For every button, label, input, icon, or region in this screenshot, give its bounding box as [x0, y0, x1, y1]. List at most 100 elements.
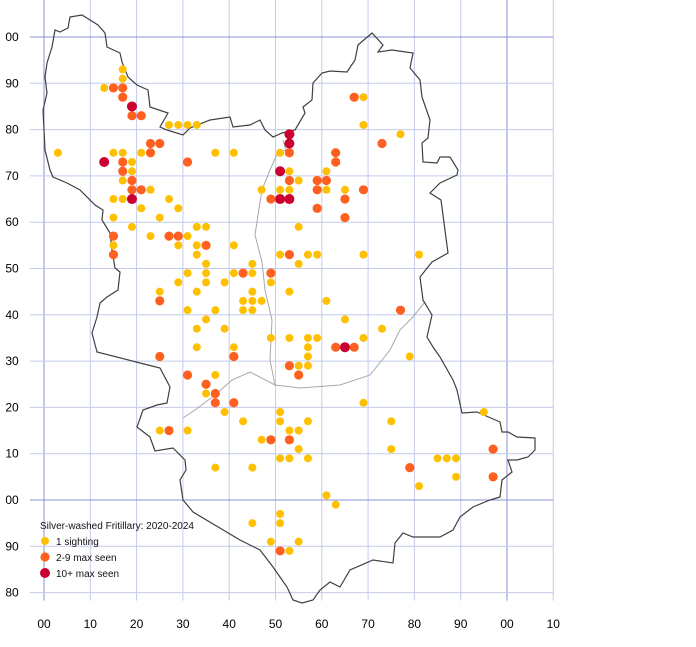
record-dot-level1: [303, 333, 312, 342]
record-dot-level1: [229, 269, 238, 278]
y-tick-label: 40: [5, 308, 19, 322]
record-dot-level2: [127, 111, 137, 121]
x-tick-label: 70: [361, 617, 375, 631]
record-dot-level1: [229, 241, 238, 250]
legend: Silver-washed Fritillary: 2020-2024 1 si…: [40, 521, 194, 580]
record-dot-level1: [276, 417, 285, 426]
record-dot-level1: [248, 269, 257, 278]
record-dot-level1: [183, 232, 192, 241]
record-dot-level1: [303, 454, 312, 463]
record-dot-level1: [174, 204, 183, 213]
record-dot-level1: [183, 269, 192, 278]
record-dot-level2: [145, 138, 156, 149]
record-dot-level1: [220, 408, 229, 417]
record-dot-level1: [137, 148, 146, 157]
record-dot-level1: [294, 259, 303, 268]
record-dot-level1: [192, 343, 201, 352]
record-dot-level2: [358, 185, 369, 195]
record-dot-level2: [284, 250, 294, 260]
record-dot-level1: [359, 398, 368, 407]
record-dot-level2: [210, 398, 220, 408]
record-dot-level1: [377, 324, 386, 333]
record-dot-level2: [155, 138, 165, 149]
x-tick-label: 40: [223, 617, 237, 631]
record-dot-level2: [312, 175, 322, 186]
record-dot-level1: [192, 324, 201, 333]
record-dot-level1: [118, 176, 127, 185]
x-tick-label: 80: [408, 617, 422, 631]
record-dot-level1: [433, 454, 442, 463]
record-dot-level1: [192, 250, 201, 259]
record-dot-level1: [257, 185, 266, 194]
record-dot-level1: [248, 463, 257, 472]
record-dot-level1: [359, 93, 368, 102]
record-dot-level1: [155, 287, 164, 296]
record-dot-level1: [294, 222, 303, 231]
record-dot-level3: [284, 129, 295, 140]
record-dot-level2: [127, 175, 137, 186]
record-dot-level1: [266, 278, 275, 287]
record-dot-level3: [284, 138, 295, 149]
record-dot-level1: [202, 222, 211, 231]
legend-dot-level1: [41, 537, 49, 545]
record-dot-level2: [155, 296, 165, 306]
record-dot-level2: [321, 175, 332, 186]
record-dot-level1: [192, 241, 201, 250]
record-dot-level1: [452, 472, 461, 481]
record-dot-level1: [396, 130, 405, 139]
x-tick-label: 50: [269, 617, 283, 631]
legend-dot-level3: [40, 568, 50, 578]
record-dot-level1: [285, 287, 294, 296]
record-dot-level1: [322, 296, 331, 305]
y-tick-label: 90: [5, 539, 19, 553]
record-dot-level1: [276, 185, 285, 194]
record-dot-level1: [100, 83, 109, 92]
record-dot-level1: [285, 454, 294, 463]
record-dot-level2: [182, 370, 193, 380]
record-dot-level1: [109, 148, 118, 157]
record-dot-level1: [239, 296, 248, 305]
record-dot-level1: [285, 185, 294, 194]
record-dot-level2: [266, 194, 276, 204]
record-dot-level1: [303, 343, 312, 352]
record-dot-level1: [331, 500, 340, 509]
record-dot-level1: [285, 333, 294, 342]
record-dot-level1: [387, 417, 396, 426]
record-dot-level1: [239, 417, 248, 426]
record-dot-level2: [349, 342, 359, 352]
record-dot-level1: [183, 426, 192, 435]
record-dot-level2: [182, 157, 193, 167]
record-dot-level1: [127, 158, 136, 167]
record-dot-level2: [284, 148, 294, 158]
record-dot-level1: [322, 491, 331, 500]
record-dot-level1: [340, 185, 349, 194]
record-dot-level1: [294, 361, 303, 370]
record-dot-level1: [294, 537, 303, 546]
x-tick-label: 10: [84, 617, 98, 631]
record-dot-level2: [118, 166, 128, 176]
record-dot-level1: [211, 463, 220, 472]
record-dot-level1: [137, 204, 146, 213]
record-dot-level1: [276, 148, 285, 157]
y-tick-label: 80: [5, 586, 19, 600]
record-dot-level1: [118, 65, 127, 74]
record-dot-level1: [211, 370, 220, 379]
record-dot-level1: [165, 195, 174, 204]
record-dot-level2: [136, 111, 146, 121]
record-dot-level1: [248, 287, 257, 296]
record-dot-level2: [108, 83, 119, 93]
record-dot-level1: [479, 408, 488, 417]
record-dot-level2: [284, 435, 294, 445]
record-dot-level3: [275, 194, 286, 205]
record-dot-level1: [211, 148, 220, 157]
record-dot-level2: [118, 83, 128, 93]
record-dot-level2: [229, 398, 239, 408]
record-dot-level2: [331, 148, 341, 158]
record-dot-level2: [340, 212, 350, 223]
record-dot-level2: [377, 138, 387, 149]
record-dot-level2: [294, 370, 304, 380]
record-dot-level2: [331, 342, 341, 352]
record-dot-level1: [359, 333, 368, 342]
x-tick-label: 20: [130, 617, 144, 631]
record-dot-level2: [173, 231, 183, 241]
